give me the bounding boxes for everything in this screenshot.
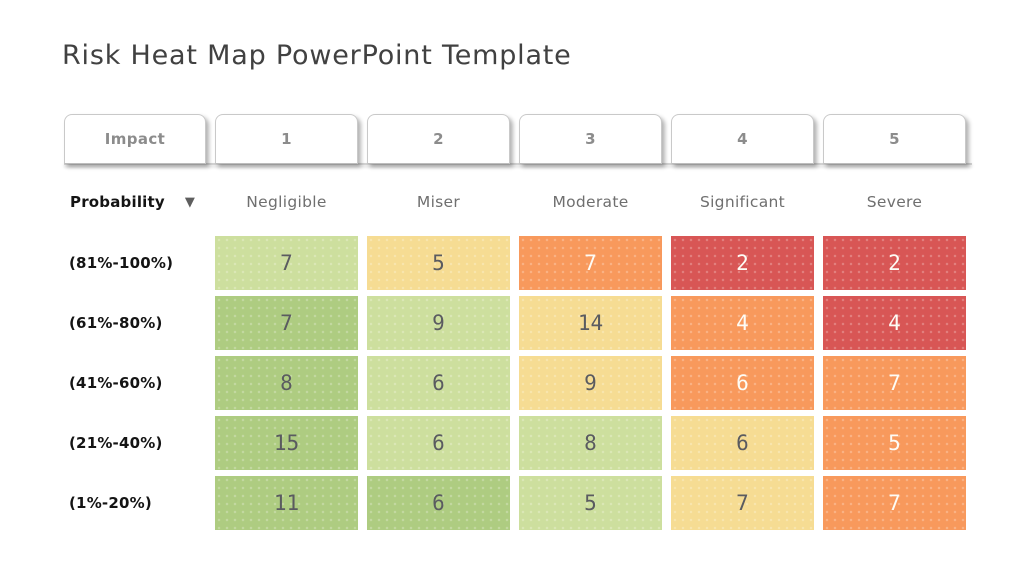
probability-row-label: (61%-80%) (69, 314, 163, 332)
heat-cell: 7 (671, 476, 814, 530)
probability-row-label: (41%-60%) (69, 374, 163, 392)
heat-cell: 5 (823, 416, 966, 470)
impact-label-miser: Miser (416, 193, 461, 211)
heat-cell: 8 (215, 356, 358, 410)
tab-impact-1[interactable]: 1 (215, 114, 358, 164)
tab-impact-3[interactable]: 3 (519, 114, 662, 164)
probability-label: Probability (70, 193, 165, 211)
probability-row-label: (81%-100%) (69, 254, 174, 272)
heat-cell: 15 (215, 416, 358, 470)
heat-cell: 7 (215, 296, 358, 350)
impact-label-significant: Significant (699, 193, 786, 211)
probability-row-label: (1%-20%) (69, 494, 152, 512)
tab-impact[interactable]: Impact (64, 114, 206, 164)
heat-cell: 7 (823, 356, 966, 410)
heat-cell: 9 (519, 356, 662, 410)
heat-cell: 9 (367, 296, 510, 350)
tab-impact-4[interactable]: 4 (671, 114, 814, 164)
heat-cell: 8 (519, 416, 662, 470)
tab-impact-5[interactable]: 5 (823, 114, 966, 164)
probability-header: Probability ▼ (64, 184, 206, 220)
heat-cell: 7 (519, 236, 662, 290)
heat-cell: 7 (215, 236, 358, 290)
page-title: Risk Heat Map PowerPoint Template (62, 40, 572, 71)
heat-cell: 11 (215, 476, 358, 530)
heat-cell: 6 (367, 416, 510, 470)
impact-label-moderate: Moderate (552, 193, 629, 211)
heat-cell: 6 (671, 416, 814, 470)
tab-impact-2[interactable]: 2 (367, 114, 510, 164)
heat-cell: 6 (367, 476, 510, 530)
heat-cell: 2 (671, 236, 814, 290)
heat-cell: 4 (823, 296, 966, 350)
probability-row-label: (21%-40%) (69, 434, 163, 452)
heat-cell: 4 (671, 296, 814, 350)
heat-cell: 6 (671, 356, 814, 410)
sort-dropdown-arrow-icon[interactable]: ▼ (184, 194, 196, 210)
heat-cell: 7 (823, 476, 966, 530)
heatmap-grid: (81%-100%) 7 5 7 2 2 (61%-80%) 7 9 14 4 4 (41%-60%) 8… (64, 236, 966, 530)
heat-cell: 2 (823, 236, 966, 290)
heat-cell: 6 (367, 356, 510, 410)
impact-tab-row: Impact 1 2 3 4 5 (64, 114, 972, 165)
impact-label-negligible: Negligible (246, 193, 327, 211)
heat-cell: 14 (519, 296, 662, 350)
heat-cell: 5 (519, 476, 662, 530)
impact-label-severe: Severe (866, 193, 923, 211)
column-header-row: Probability ▼ Negligible Miser Moderate … (64, 184, 966, 220)
heat-cell: 5 (367, 236, 510, 290)
